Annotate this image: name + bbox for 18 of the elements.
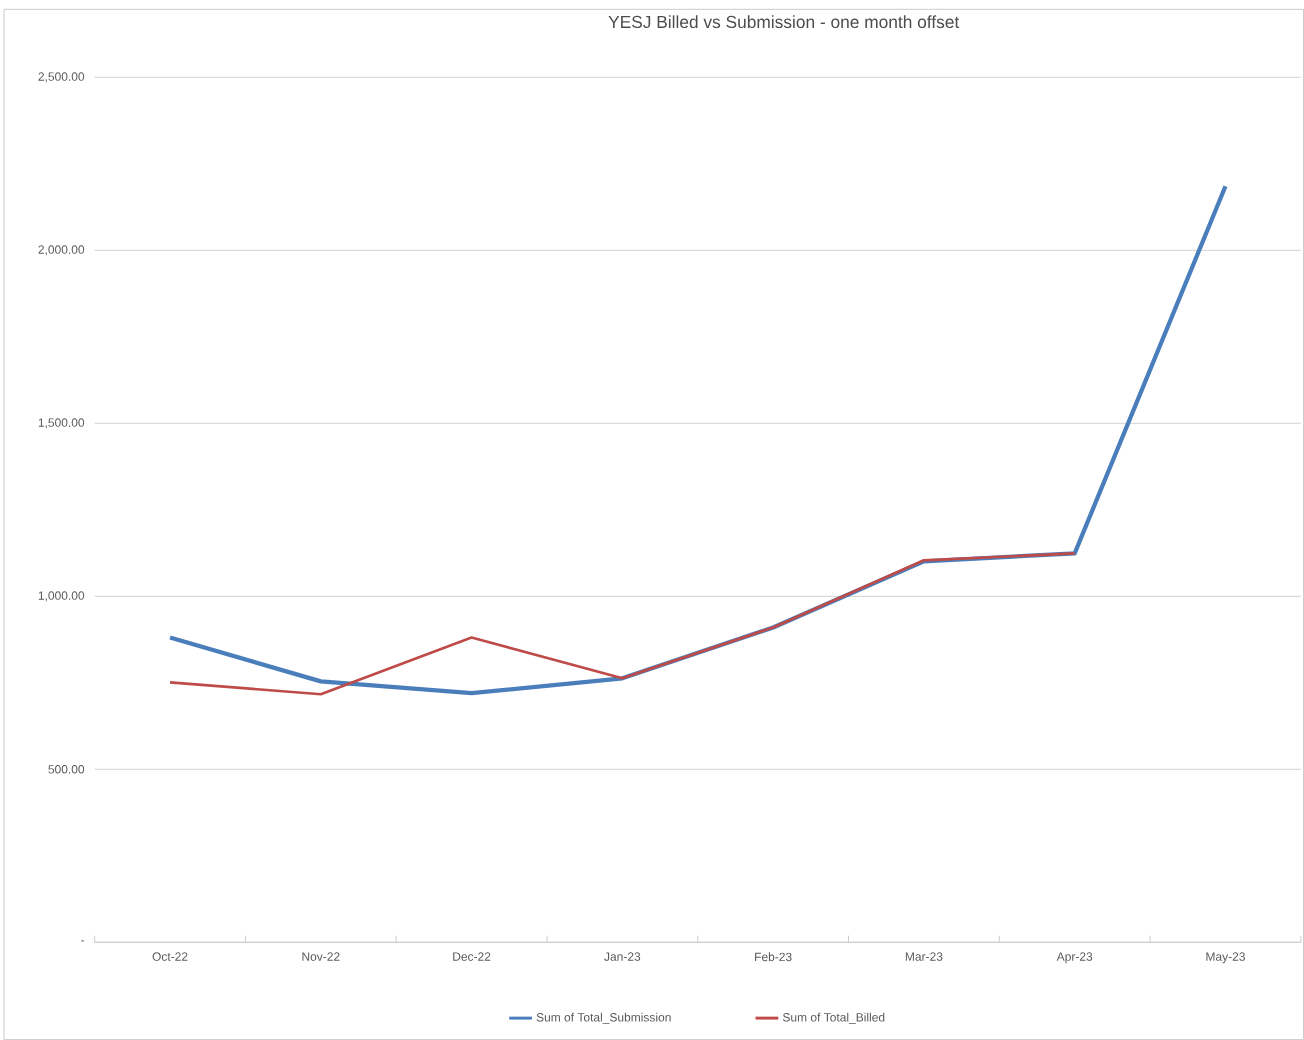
legend-label: Sum of Total_Submission: [536, 1012, 671, 1024]
x-tick-label: Feb-23: [755, 952, 792, 962]
x-tick-label: Oct-22: [152, 952, 188, 961]
x-tick-label: Dec-22: [453, 952, 491, 961]
y-tick-label: 2,500.00: [38, 72, 85, 83]
x-tick-label: Apr-23: [1056, 952, 1093, 964]
x-tick-label: Mar-23: [905, 952, 943, 961]
y-tick-label: 2,000.00: [38, 245, 85, 256]
x-tick-label: Jan-23: [604, 952, 641, 961]
y-tick-label: 1,000.00: [38, 591, 85, 602]
line-series: [168, 552, 1077, 696]
x-tick-label: Nov-22: [302, 952, 340, 961]
legend-label: Sum of Total_Billed: [782, 1012, 885, 1024]
y-tick-label: 500.00: [48, 765, 85, 774]
x-tick-label: May-23: [1206, 952, 1245, 964]
y-tick-label: -: [81, 940, 85, 942]
chart-title: YESJ Billed vs Submission - one month offset: [608, 15, 960, 29]
y-tick-label: 1,500.00: [38, 418, 85, 429]
